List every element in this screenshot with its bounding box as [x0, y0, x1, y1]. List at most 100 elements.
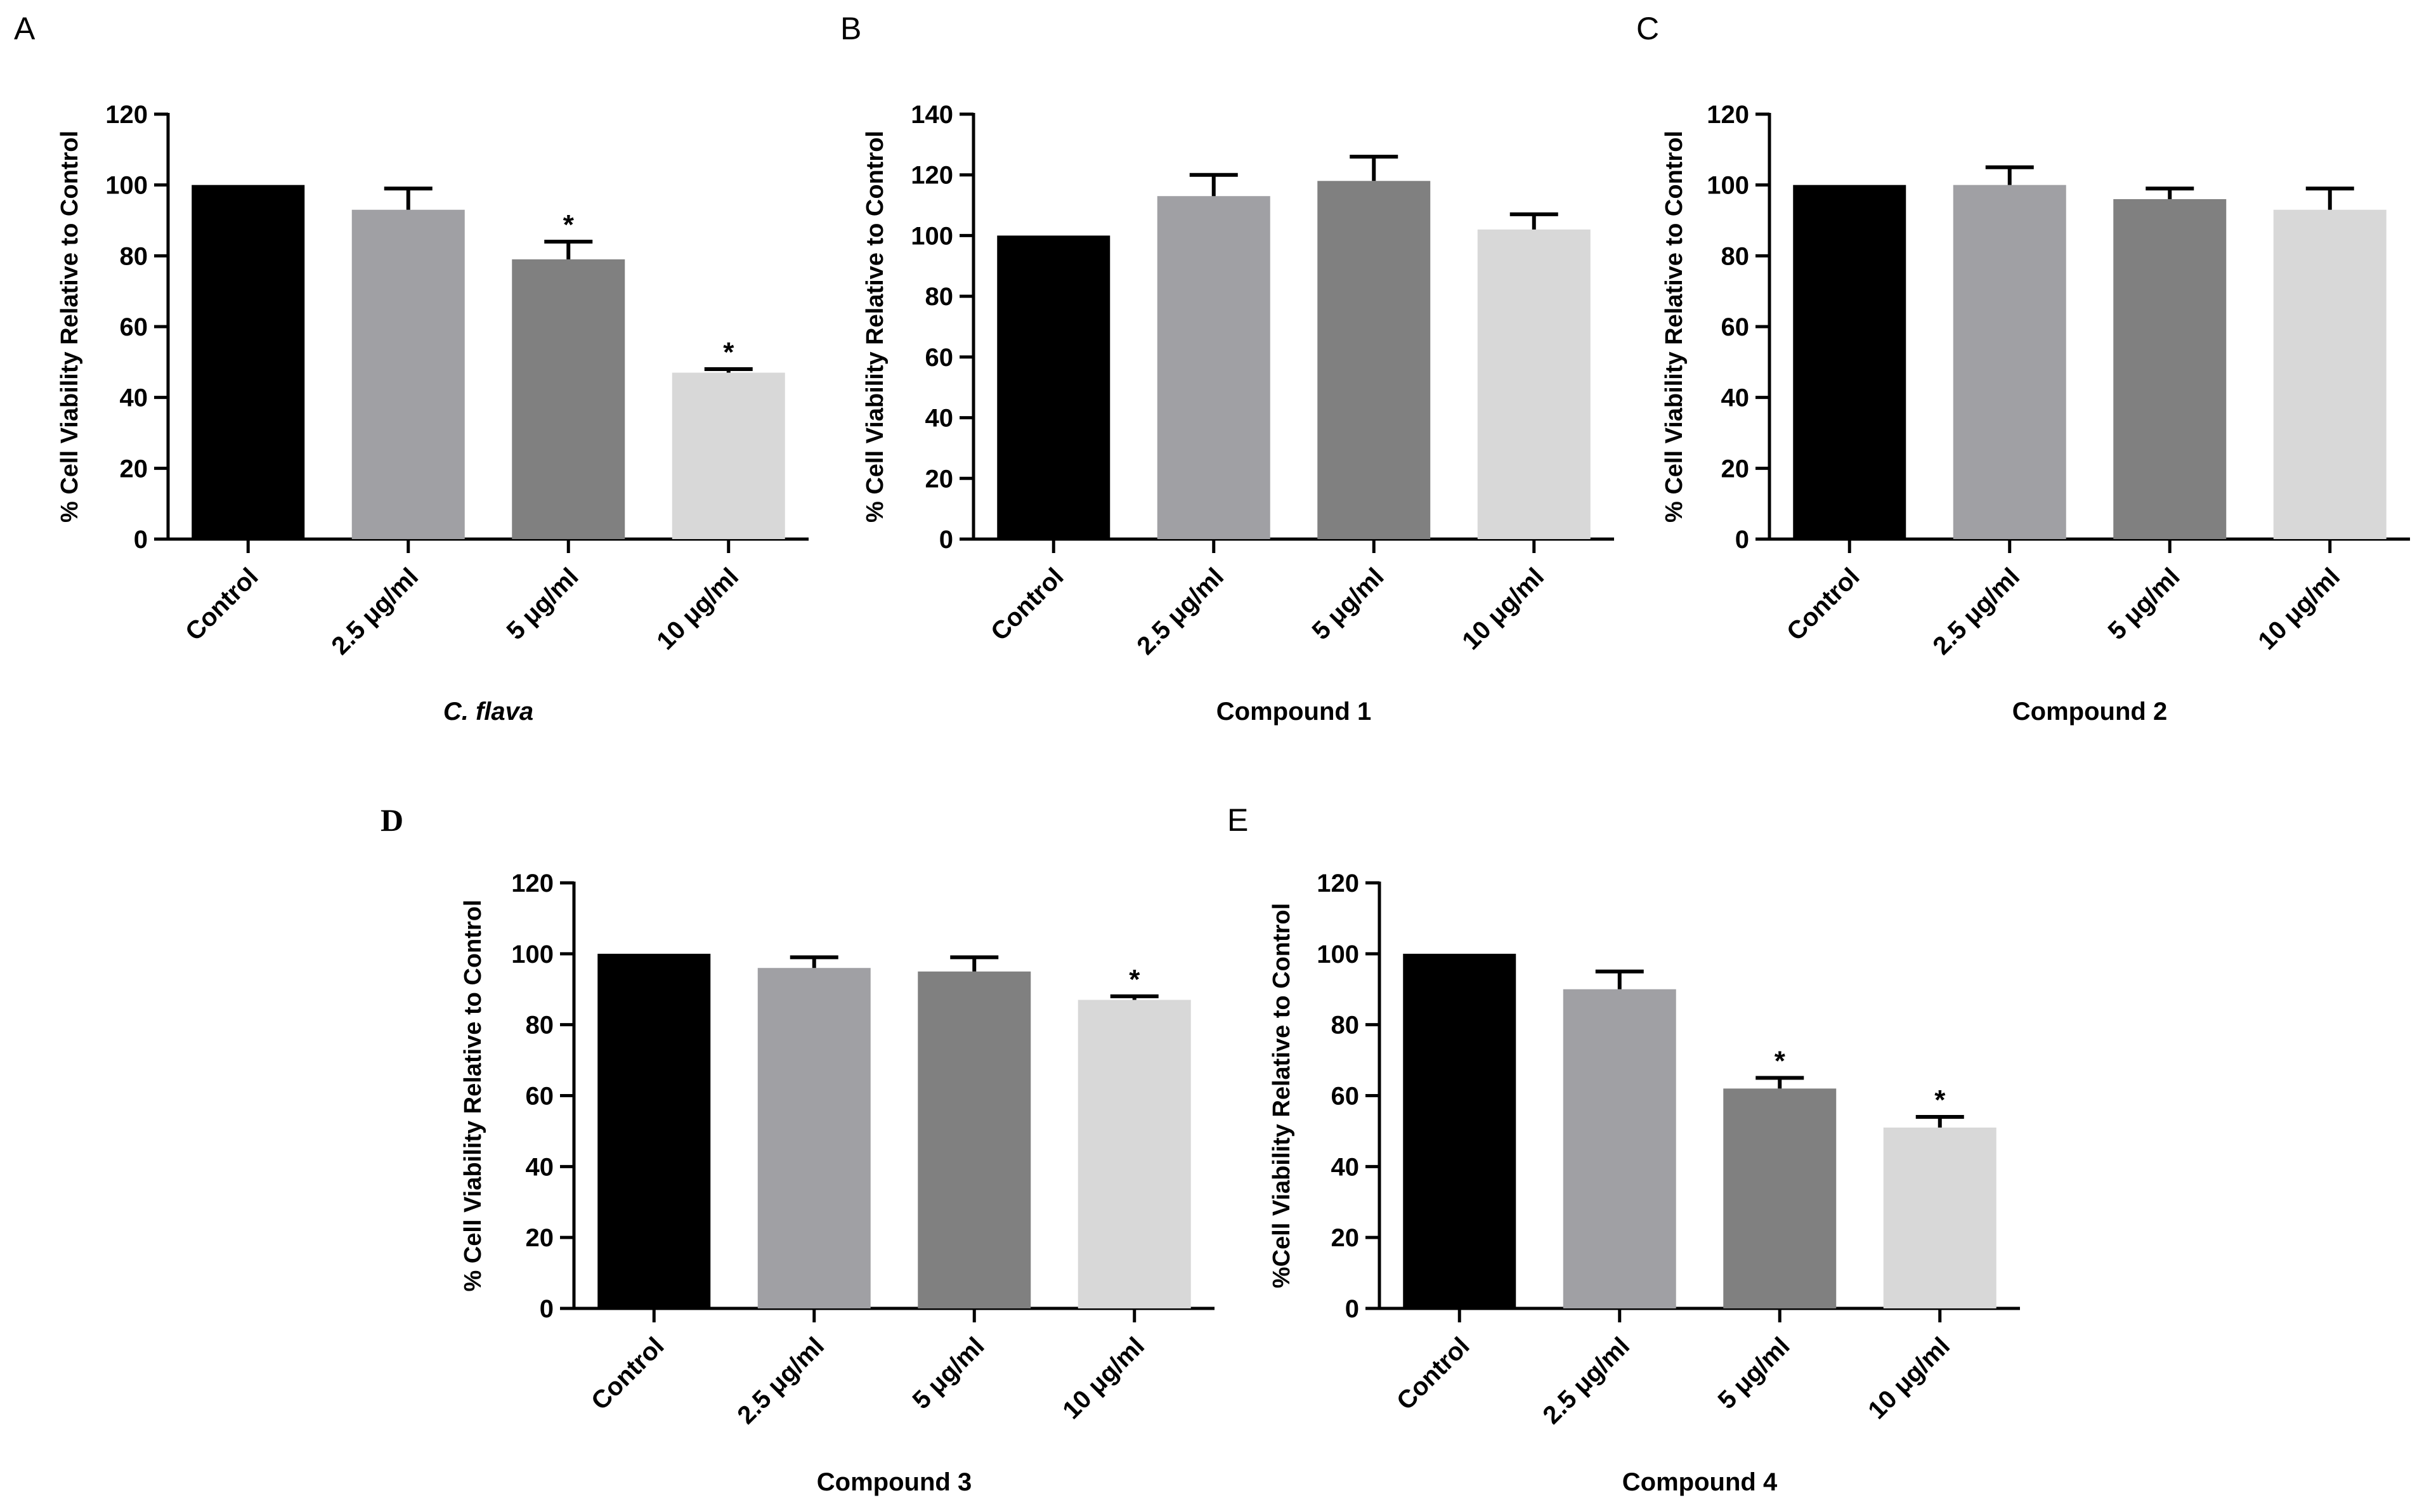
y-tick-label: 60	[1721, 313, 1750, 341]
significance-marker: *	[1129, 964, 1140, 995]
panel-letter: A	[14, 11, 36, 46]
bar	[2113, 199, 2227, 539]
x-axis-title: Compound 4	[1622, 1468, 1778, 1496]
y-tick-label: 120	[1317, 870, 1359, 897]
y-tick-label: 80	[1721, 242, 1750, 270]
x-axis-title: Compound 1	[1216, 698, 1371, 726]
y-tick-label: 40	[1721, 384, 1750, 412]
x-tick-label: 2.5 μg/ml	[1927, 563, 2025, 660]
x-tick-label: 10 μg/ml	[1457, 563, 1549, 655]
bar	[918, 971, 1031, 1308]
y-axis-title: % Cell Viability Relative to Control	[862, 131, 889, 523]
x-tick-label: 5 μg/ml	[501, 563, 583, 645]
bar	[997, 235, 1111, 539]
x-tick-label: 5 μg/ml	[1712, 1332, 1795, 1414]
significance-marker: *	[723, 337, 734, 368]
bar	[1953, 185, 2066, 540]
bar	[2273, 209, 2387, 539]
y-tick-label: 60	[925, 344, 954, 372]
y-axis-title: %Cell Viability Relative to Control	[1268, 903, 1295, 1288]
panel-letter: D	[381, 802, 403, 838]
y-tick-label: 140	[911, 101, 953, 129]
x-tick-label: 10 μg/ml	[1863, 1332, 1955, 1424]
x-tick-label: Control	[1391, 1332, 1475, 1416]
x-tick-label: Control	[986, 563, 1069, 646]
bar	[192, 185, 305, 540]
y-tick-label: 20	[1331, 1224, 1360, 1252]
panel-letter: C	[1636, 11, 1659, 46]
bar	[597, 953, 711, 1308]
y-tick-label: 120	[1707, 101, 1749, 129]
x-tick-label: Control	[1781, 563, 1865, 646]
significance-marker: *	[1934, 1085, 1946, 1116]
bar	[1563, 989, 1676, 1308]
panel-letter: E	[1227, 802, 1248, 838]
bar	[1723, 1088, 1837, 1308]
y-tick-label: 20	[120, 455, 148, 483]
x-tick-label: 2.5 μg/ml	[1537, 1332, 1635, 1430]
y-tick-label: 120	[105, 101, 148, 129]
chart-panel-a: A 0 20 40 60 80 100 120 % Cell Viability Relativ…	[14, 11, 809, 726]
bar	[1317, 181, 1431, 539]
chart-panel-e: E 0 20 40 60 80 100 120 %Cell Viability Relative…	[1227, 802, 2020, 1496]
y-tick-label: 100	[1707, 172, 1749, 200]
x-tick-label: 5 μg/ml	[907, 1332, 989, 1414]
bar	[1793, 185, 1906, 540]
y-tick-label: 60	[526, 1083, 554, 1111]
y-tick-label: 40	[120, 384, 148, 412]
bar	[1477, 229, 1591, 539]
y-tick-label: 40	[925, 405, 954, 433]
y-tick-label: 0	[540, 1295, 554, 1323]
chart-panel-b: B 0 20 40 60 80 100 120 140 % Cell Viability Rela…	[840, 11, 1614, 726]
bar	[672, 372, 785, 539]
x-tick-label: 10 μg/ml	[651, 563, 744, 655]
y-tick-label: 80	[925, 283, 954, 311]
x-tick-label: 10 μg/ml	[1057, 1332, 1150, 1424]
x-tick-label: Control	[586, 1332, 670, 1416]
y-axis-title: % Cell Viability Relative to Control	[56, 131, 83, 523]
x-axis-title: Compound 2	[2012, 698, 2167, 726]
y-tick-label: 80	[120, 242, 148, 270]
x-tick-label: 5 μg/ml	[1306, 563, 1389, 645]
y-tick-label: 0	[1735, 526, 1749, 554]
y-tick-label: 20	[925, 465, 954, 493]
bar	[1403, 953, 1516, 1308]
x-tick-label: 5 μg/ml	[2102, 563, 2185, 645]
x-tick-label: 2.5 μg/ml	[326, 563, 424, 660]
chart-panel-c: C 0 20 40 60 80 100 120 % Cell Viability Relativ…	[1636, 11, 2410, 726]
y-axis-title: % Cell Viability Relative to Control	[460, 900, 486, 1292]
bar	[1078, 1000, 1191, 1308]
y-tick-label: 0	[134, 526, 148, 554]
y-tick-label: 0	[939, 526, 953, 554]
y-tick-label: 20	[1721, 455, 1750, 483]
x-axis-title: Compound 3	[817, 1468, 972, 1496]
x-tick-label: 10 μg/ml	[2253, 563, 2345, 655]
bar	[1883, 1127, 1996, 1308]
x-tick-label: 2.5 μg/ml	[1131, 563, 1229, 660]
bar	[757, 968, 871, 1308]
y-tick-label: 120	[911, 162, 953, 190]
x-tick-label: Control	[180, 563, 264, 646]
y-tick-label: 60	[120, 313, 148, 341]
y-tick-label: 100	[1317, 941, 1359, 968]
y-tick-label: 20	[526, 1224, 554, 1252]
chart-panel-d: D 0 20 40 60 80 100 120 % Cell Viability Relativ…	[381, 802, 1215, 1496]
y-tick-label: 100	[911, 222, 953, 250]
y-tick-label: 40	[526, 1153, 554, 1181]
x-axis-title: C. flava	[443, 698, 533, 726]
y-tick-label: 80	[526, 1012, 554, 1040]
x-tick-label: 2.5 μg/ml	[732, 1332, 830, 1430]
y-tick-label: 120	[511, 870, 554, 897]
y-axis-title: % Cell Viability Relative to Control	[1661, 131, 1688, 523]
bar	[512, 259, 625, 539]
y-tick-label: 60	[1331, 1083, 1360, 1111]
panel-letter: B	[840, 11, 861, 46]
bar	[351, 209, 465, 539]
y-tick-label: 0	[1345, 1295, 1359, 1323]
y-tick-label: 40	[1331, 1153, 1360, 1181]
y-tick-label: 100	[105, 172, 148, 200]
significance-marker: *	[1775, 1046, 1786, 1077]
y-tick-label: 100	[511, 941, 554, 968]
significance-marker: *	[563, 209, 575, 240]
